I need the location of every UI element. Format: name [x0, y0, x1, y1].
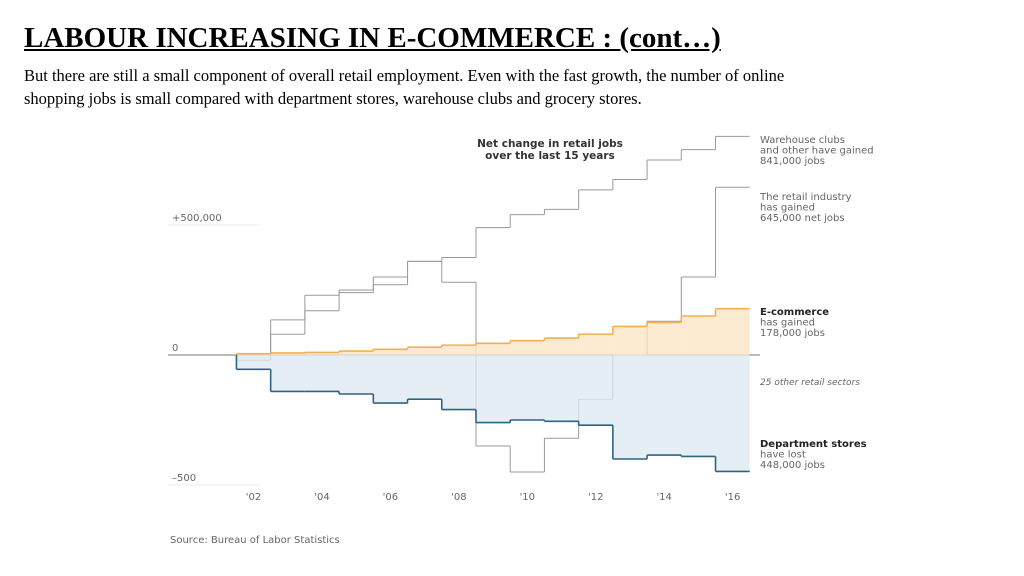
annotation: 178,000 jobs [760, 328, 825, 339]
area-step [304, 352, 340, 355]
area-step [578, 355, 613, 426]
x-tick-label: '16 [725, 492, 740, 503]
area-step [407, 347, 442, 355]
x-tick-label: '12 [588, 492, 603, 503]
area-step [647, 355, 682, 456]
area-step [339, 351, 374, 355]
area-step [612, 326, 648, 355]
annotation: Department stores [760, 439, 867, 450]
area-step [270, 352, 305, 355]
annotation: has gained [760, 203, 815, 214]
area-step [510, 340, 545, 355]
annotation: has gained [760, 318, 815, 329]
x-tick-label: '08 [451, 492, 466, 503]
annotation: 25 other retail sectors [760, 378, 860, 388]
area-step [612, 355, 648, 459]
y-tick-label: –500 [172, 473, 196, 484]
area-step [339, 355, 374, 394]
area-step [510, 355, 545, 420]
annotation: E-commerce [760, 307, 829, 318]
area-step [578, 334, 613, 355]
area-step [236, 355, 271, 370]
area-step [544, 355, 579, 422]
area-step [715, 355, 750, 472]
area-step [475, 355, 511, 423]
body-line: shopping jobs is small compared with dep… [24, 89, 642, 108]
x-tick-label: '02 [246, 492, 261, 503]
chart-title: Net change in retail jobs [477, 138, 623, 150]
annotation: Warehouse clubs [760, 135, 845, 146]
slide-body: But there are still a small component of… [24, 64, 784, 110]
area-step [681, 355, 716, 457]
y-tick-label: 0 [172, 343, 178, 354]
area-step [441, 345, 476, 355]
x-tick-label: '10 [520, 492, 535, 503]
annotation: 645,000 net jobs [760, 213, 845, 224]
source: Source: Bureau of Labor Statistics [170, 535, 340, 546]
annotation: 841,000 jobs [760, 156, 825, 167]
area-step [715, 308, 750, 355]
body-line: But there are still a small component of… [24, 66, 785, 85]
annotation: have lost [760, 450, 806, 461]
area-step [475, 343, 511, 355]
y-tick-label: +500,000 [172, 213, 222, 224]
area-step [647, 322, 682, 355]
chart-title: over the last 15 years [485, 150, 615, 162]
area-step [373, 349, 408, 355]
annotation: and other have gained [760, 146, 874, 157]
x-tick-label: '04 [314, 492, 329, 503]
area-step [270, 355, 305, 392]
annotation: 448,000 jobs [760, 460, 825, 471]
x-tick-label: '14 [656, 492, 671, 503]
x-tick-label: '06 [383, 492, 398, 503]
area-step [373, 355, 408, 404]
area-step [441, 355, 476, 410]
slide-title: LABOUR INCREASING IN E-COMMERCE : (cont…… [24, 22, 721, 54]
area-step [407, 355, 442, 400]
area-step [304, 355, 340, 392]
annotation: The retail industry [759, 192, 852, 203]
area-step [681, 316, 716, 355]
area-step [544, 338, 579, 355]
